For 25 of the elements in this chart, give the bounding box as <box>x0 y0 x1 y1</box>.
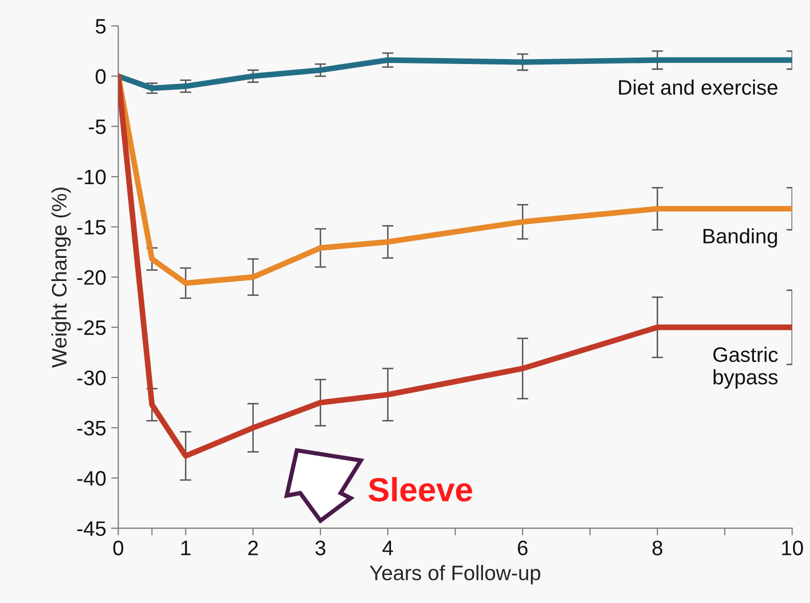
x-tick-label: 6 <box>518 540 528 556</box>
y-tick-label: -30 <box>77 370 106 386</box>
y-tick-label: -40 <box>77 471 106 486</box>
y-tick-label: -45 <box>77 521 106 536</box>
y-tick-label: -20 <box>77 270 106 285</box>
x-tick-label: 10 <box>782 540 803 556</box>
series-label: Gastric bypass <box>713 346 778 389</box>
x-tick-label: 2 <box>248 540 258 556</box>
y-tick-label: -15 <box>77 220 106 235</box>
annotation: Sleeve <box>368 477 472 502</box>
series-label: Banding <box>704 228 777 248</box>
x-tick-label: 0 <box>113 540 124 556</box>
x-axis-title: Years of Follow-up <box>370 565 540 584</box>
x-tick-label: 4 <box>382 540 394 556</box>
x-tick-label: 1 <box>181 540 190 556</box>
y-tick-label: -25 <box>77 320 106 336</box>
y-tick-label: 5 <box>96 19 106 34</box>
y-tick-label: -35 <box>77 420 106 436</box>
x-tick-label: 8 <box>652 540 662 556</box>
y-tick-label: -10 <box>77 170 106 184</box>
y-tick-label: 0 <box>96 69 106 84</box>
y-tick-label: -5 <box>88 120 106 134</box>
x-tick-label: 3 <box>315 540 326 556</box>
series-label: Diet and exercise <box>619 80 778 95</box>
y-axis-title: Weight Change (%) <box>51 188 71 368</box>
